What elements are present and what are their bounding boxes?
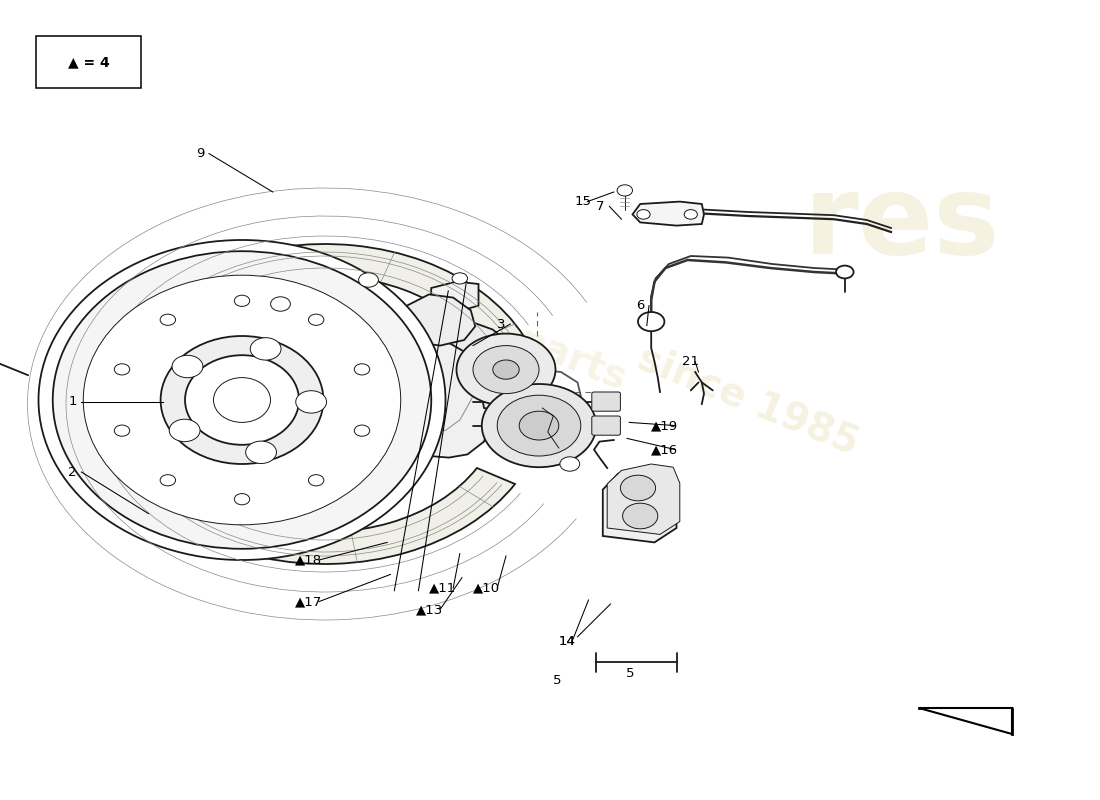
Circle shape (251, 338, 282, 360)
Text: 2: 2 (68, 466, 77, 478)
Polygon shape (431, 282, 478, 312)
Text: 3: 3 (497, 318, 506, 330)
Circle shape (354, 364, 370, 375)
Polygon shape (434, 322, 522, 410)
Circle shape (161, 314, 176, 326)
Text: ▲13: ▲13 (416, 603, 443, 616)
Ellipse shape (185, 355, 299, 445)
FancyBboxPatch shape (36, 36, 141, 88)
Circle shape (519, 411, 559, 440)
Polygon shape (398, 294, 475, 346)
Circle shape (473, 346, 539, 394)
Ellipse shape (39, 240, 446, 560)
Polygon shape (918, 708, 1012, 734)
Text: 15: 15 (574, 195, 591, 208)
Text: 9: 9 (196, 147, 205, 160)
Text: 5: 5 (553, 674, 562, 686)
Circle shape (638, 312, 664, 331)
Circle shape (114, 364, 130, 375)
Polygon shape (607, 464, 680, 534)
Circle shape (296, 390, 327, 413)
Circle shape (620, 475, 656, 501)
Text: since 1985: since 1985 (631, 338, 865, 462)
Circle shape (623, 503, 658, 529)
Ellipse shape (161, 336, 323, 464)
Circle shape (308, 314, 323, 326)
Text: res: res (804, 170, 1000, 278)
Text: ▲10: ▲10 (473, 582, 500, 594)
Circle shape (234, 494, 250, 505)
Polygon shape (383, 320, 506, 458)
Text: 1: 1 (68, 395, 77, 408)
Wedge shape (104, 244, 524, 564)
Circle shape (245, 441, 276, 463)
Polygon shape (632, 202, 704, 226)
Polygon shape (603, 468, 676, 542)
Circle shape (482, 384, 596, 467)
Text: 21: 21 (682, 355, 698, 368)
Circle shape (617, 185, 632, 196)
Ellipse shape (213, 378, 271, 422)
Text: 7: 7 (596, 200, 605, 213)
Text: ▲19: ▲19 (651, 419, 679, 432)
Circle shape (161, 474, 176, 486)
FancyBboxPatch shape (592, 392, 620, 411)
FancyBboxPatch shape (592, 416, 620, 435)
Text: parts: parts (512, 321, 632, 399)
Circle shape (308, 474, 323, 486)
Ellipse shape (53, 251, 431, 549)
Circle shape (359, 273, 378, 287)
Text: ▲16: ▲16 (651, 443, 679, 456)
Circle shape (169, 419, 200, 442)
Circle shape (354, 425, 370, 436)
Circle shape (836, 266, 854, 278)
Circle shape (637, 210, 650, 219)
Ellipse shape (84, 275, 400, 525)
Text: ▲17: ▲17 (295, 595, 322, 608)
Text: ▲ = 4: ▲ = 4 (68, 55, 109, 69)
Text: 14: 14 (559, 635, 575, 648)
Circle shape (493, 360, 519, 379)
Text: a: a (402, 336, 434, 384)
Text: ▲18: ▲18 (295, 554, 322, 566)
Text: 14: 14 (559, 635, 575, 648)
Circle shape (560, 457, 580, 471)
Circle shape (497, 395, 581, 456)
Circle shape (456, 334, 556, 406)
Circle shape (172, 355, 202, 378)
Text: 6: 6 (636, 299, 645, 312)
Circle shape (271, 297, 290, 311)
Circle shape (234, 295, 250, 306)
Text: uto: uto (258, 339, 402, 413)
Circle shape (114, 425, 130, 436)
Circle shape (452, 273, 468, 284)
Circle shape (684, 210, 697, 219)
Text: 5: 5 (626, 667, 635, 680)
Text: ▲11: ▲11 (429, 582, 456, 594)
